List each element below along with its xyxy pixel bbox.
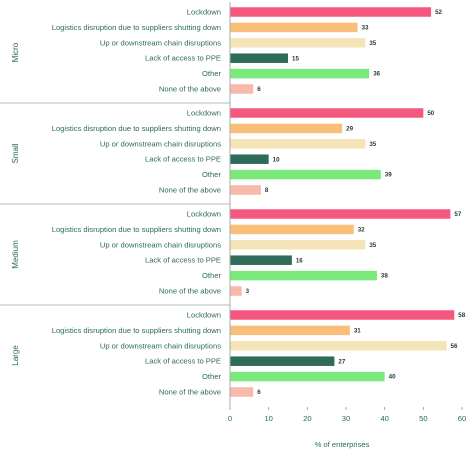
category-label: Logistics disruption due to suppliers sh… [52, 124, 221, 133]
category-label: Other [202, 170, 221, 179]
group-label: Medium [11, 240, 20, 269]
value-label: 35 [369, 40, 376, 47]
value-label: 58 [458, 312, 465, 319]
bar [230, 123, 343, 134]
value-label: 39 [385, 172, 392, 179]
value-label: 8 [265, 187, 269, 194]
category-label: Up or downstream chain disruptions [100, 341, 221, 350]
bar [230, 185, 261, 195]
category-label: None of the above [159, 388, 221, 397]
x-tick-label: 10 [264, 414, 272, 423]
bar [230, 325, 350, 336]
bar [230, 169, 381, 180]
bar [230, 286, 242, 296]
bar [230, 68, 370, 79]
x-tick-label: 30 [342, 414, 350, 423]
bar [230, 38, 366, 48]
category-label: None of the above [159, 186, 221, 195]
bar [230, 22, 358, 33]
category-label: Lockdown [187, 210, 221, 219]
category-label: Up or downstream chain disruptions [100, 139, 221, 148]
bar [230, 53, 288, 63]
bar [230, 270, 377, 281]
value-label: 3 [246, 288, 250, 295]
bar [230, 84, 254, 94]
x-tick-label: 50 [419, 414, 427, 423]
category-label: Logistics disruption due to suppliers sh… [52, 23, 221, 32]
x-axis: 0 10 20 30 40 50 60 % of enterprises [228, 407, 466, 449]
value-label: 6 [257, 389, 261, 396]
category-label: Logistics disruption due to suppliers sh… [52, 225, 221, 234]
group-label: Micro [11, 42, 20, 62]
group-label: Small [11, 143, 20, 163]
value-label: 15 [292, 55, 299, 62]
bar [230, 139, 366, 149]
category-label: Up or downstream chain disruptions [100, 38, 221, 47]
chart-bars [230, 7, 455, 397]
x-tick-label: 20 [303, 414, 311, 423]
bar [230, 224, 354, 235]
value-label: 38 [381, 273, 388, 280]
category-label: Logistics disruption due to suppliers sh… [52, 326, 221, 335]
bar [230, 209, 451, 219]
x-tick-label: 0 [228, 414, 232, 423]
value-label: 52 [435, 9, 442, 16]
category-label: Lockdown [187, 311, 221, 320]
bar [230, 356, 335, 366]
category-label: None of the above [159, 85, 221, 94]
value-label: 57 [454, 211, 461, 218]
category-label: Lack of access to PPE [145, 256, 221, 265]
bar [230, 341, 447, 351]
category-label: Lack of access to PPE [145, 357, 221, 366]
bar [230, 108, 424, 118]
category-label: Lack of access to PPE [145, 155, 221, 164]
bar [230, 310, 455, 320]
value-label: 50 [427, 110, 434, 117]
category-label: Up or downstream chain disruptions [100, 240, 221, 249]
category-label: Lockdown [187, 109, 221, 118]
category-label: Other [202, 271, 221, 280]
value-label: 35 [369, 242, 376, 249]
category-label: None of the above [159, 287, 221, 296]
category-label: Lockdown [187, 8, 221, 17]
value-label: 56 [451, 343, 458, 350]
category-label: Other [202, 69, 221, 78]
value-label: 40 [389, 374, 396, 381]
value-label: 36 [373, 71, 380, 78]
value-label: 32 [358, 227, 365, 234]
category-label: Other [202, 372, 221, 381]
value-label: 27 [338, 358, 345, 365]
value-label: 16 [296, 257, 303, 264]
bar [230, 371, 385, 382]
x-tick-label: 60 [458, 414, 466, 423]
value-label: 35 [369, 141, 376, 148]
value-label: 29 [346, 126, 353, 133]
chart-frame [0, 2, 231, 407]
bar [230, 255, 292, 265]
bar [230, 154, 269, 164]
category-label: Lack of access to PPE [145, 54, 221, 63]
x-axis-title: % of enterprises [315, 440, 370, 449]
value-label: 6 [257, 86, 261, 93]
value-label: 33 [362, 25, 369, 32]
x-tick-label: 40 [380, 414, 388, 423]
value-label: 31 [354, 328, 361, 335]
bar [230, 240, 366, 250]
group-label: Large [11, 345, 20, 366]
value-label: 10 [273, 156, 280, 163]
bar [230, 387, 254, 397]
chart-labels: Micro Lockdown 52 Logistics disruption due … [11, 8, 466, 397]
bar [230, 7, 432, 17]
